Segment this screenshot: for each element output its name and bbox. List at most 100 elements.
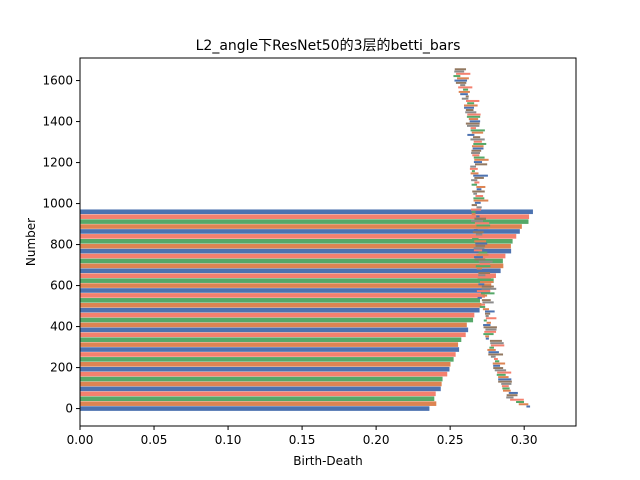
short-bar — [482, 294, 488, 297]
x-tick-label: 0.05 — [141, 433, 168, 447]
short-bar — [465, 95, 469, 98]
short-bar — [476, 290, 491, 293]
short-bar — [506, 394, 518, 397]
short-bar — [484, 312, 491, 315]
short-bar — [476, 188, 482, 191]
short-bar — [516, 401, 525, 403]
short-bar — [485, 314, 489, 317]
short-bar — [478, 274, 486, 277]
short-bar — [457, 77, 469, 80]
y-tick-label: 1200 — [42, 156, 73, 170]
x-axis-label: Birth-Death — [293, 454, 362, 468]
short-bar — [471, 219, 484, 222]
short-bar — [498, 376, 509, 379]
short-bar — [473, 197, 485, 200]
short-bar — [472, 136, 481, 139]
short-bar — [496, 373, 506, 376]
short-bar — [470, 138, 485, 141]
short-bar — [477, 276, 492, 279]
short-bar — [471, 152, 480, 155]
short-bar — [476, 185, 486, 188]
long-bar — [80, 248, 512, 254]
long-bar — [80, 283, 492, 288]
short-bar — [481, 287, 497, 290]
short-bar — [460, 84, 466, 87]
short-bar — [498, 378, 512, 381]
short-bar — [502, 389, 511, 392]
short-bar — [490, 344, 505, 347]
long-bar — [80, 361, 451, 367]
short-bar — [494, 360, 500, 363]
short-bar — [460, 93, 468, 96]
short-bar — [475, 242, 488, 245]
short-bar — [481, 303, 486, 306]
short-bar — [470, 129, 485, 132]
short-bar — [502, 387, 510, 390]
long-bar — [80, 371, 448, 377]
short-bar — [485, 335, 490, 338]
long-bar — [80, 376, 443, 382]
long-bar — [80, 229, 520, 234]
short-bar — [484, 330, 497, 333]
short-bar — [490, 342, 504, 345]
short-bar — [480, 292, 495, 295]
short-bar — [473, 192, 478, 195]
long-bar — [80, 298, 481, 303]
long-bar — [80, 386, 441, 392]
short-bar — [471, 170, 475, 173]
short-bar — [464, 106, 475, 109]
long-bar — [80, 312, 475, 318]
short-bar — [474, 240, 487, 243]
long-bar — [80, 273, 496, 279]
short-bar — [476, 215, 480, 218]
y-tick-label: 800 — [50, 238, 73, 252]
short-bar — [470, 165, 476, 168]
long-bar — [80, 224, 522, 229]
short-bar — [471, 183, 478, 186]
long-bar — [80, 214, 530, 219]
short-bar — [483, 319, 487, 322]
short-bar — [466, 124, 480, 127]
short-bar — [473, 142, 487, 145]
plot-frame — [79, 57, 577, 427]
short-bar — [483, 326, 497, 329]
short-bar — [474, 181, 480, 184]
short-bar — [474, 176, 484, 179]
short-bar — [467, 113, 481, 116]
short-bar — [464, 104, 478, 107]
short-bar — [498, 380, 512, 383]
short-bar — [466, 115, 481, 118]
short-bar — [486, 321, 491, 324]
y-axis-label: Number — [24, 218, 38, 266]
short-bar — [483, 324, 491, 327]
long-bar — [80, 381, 442, 387]
y-tick-label: 400 — [50, 320, 73, 334]
short-bar — [471, 131, 484, 134]
short-bar — [475, 265, 491, 268]
y-tick-label: 1000 — [42, 197, 73, 211]
short-bar — [478, 283, 485, 286]
short-bar — [493, 357, 498, 360]
short-bar — [483, 333, 494, 336]
bars-group — [80, 68, 533, 411]
short-bar — [518, 403, 529, 406]
x-tick-label: 0.30 — [511, 433, 538, 447]
short-bar — [465, 122, 480, 125]
short-bar — [463, 88, 469, 91]
y-tick-label: 0 — [65, 402, 73, 416]
x-axis: 0.00 0.05 0.10 0.15 0.20 0.25 0.30 — [67, 426, 538, 447]
short-bar — [455, 81, 467, 84]
short-bar — [474, 222, 490, 225]
long-bar — [80, 406, 430, 411]
short-bar — [454, 68, 467, 71]
short-bar — [479, 281, 494, 284]
short-bar — [458, 90, 470, 93]
short-bar — [473, 247, 485, 250]
short-bar — [479, 262, 491, 265]
short-bar — [472, 154, 480, 157]
short-bar — [526, 405, 531, 408]
y-tick-label: 1400 — [42, 115, 73, 129]
short-bar — [485, 328, 497, 331]
short-bar — [489, 346, 494, 349]
long-bar — [80, 243, 511, 249]
